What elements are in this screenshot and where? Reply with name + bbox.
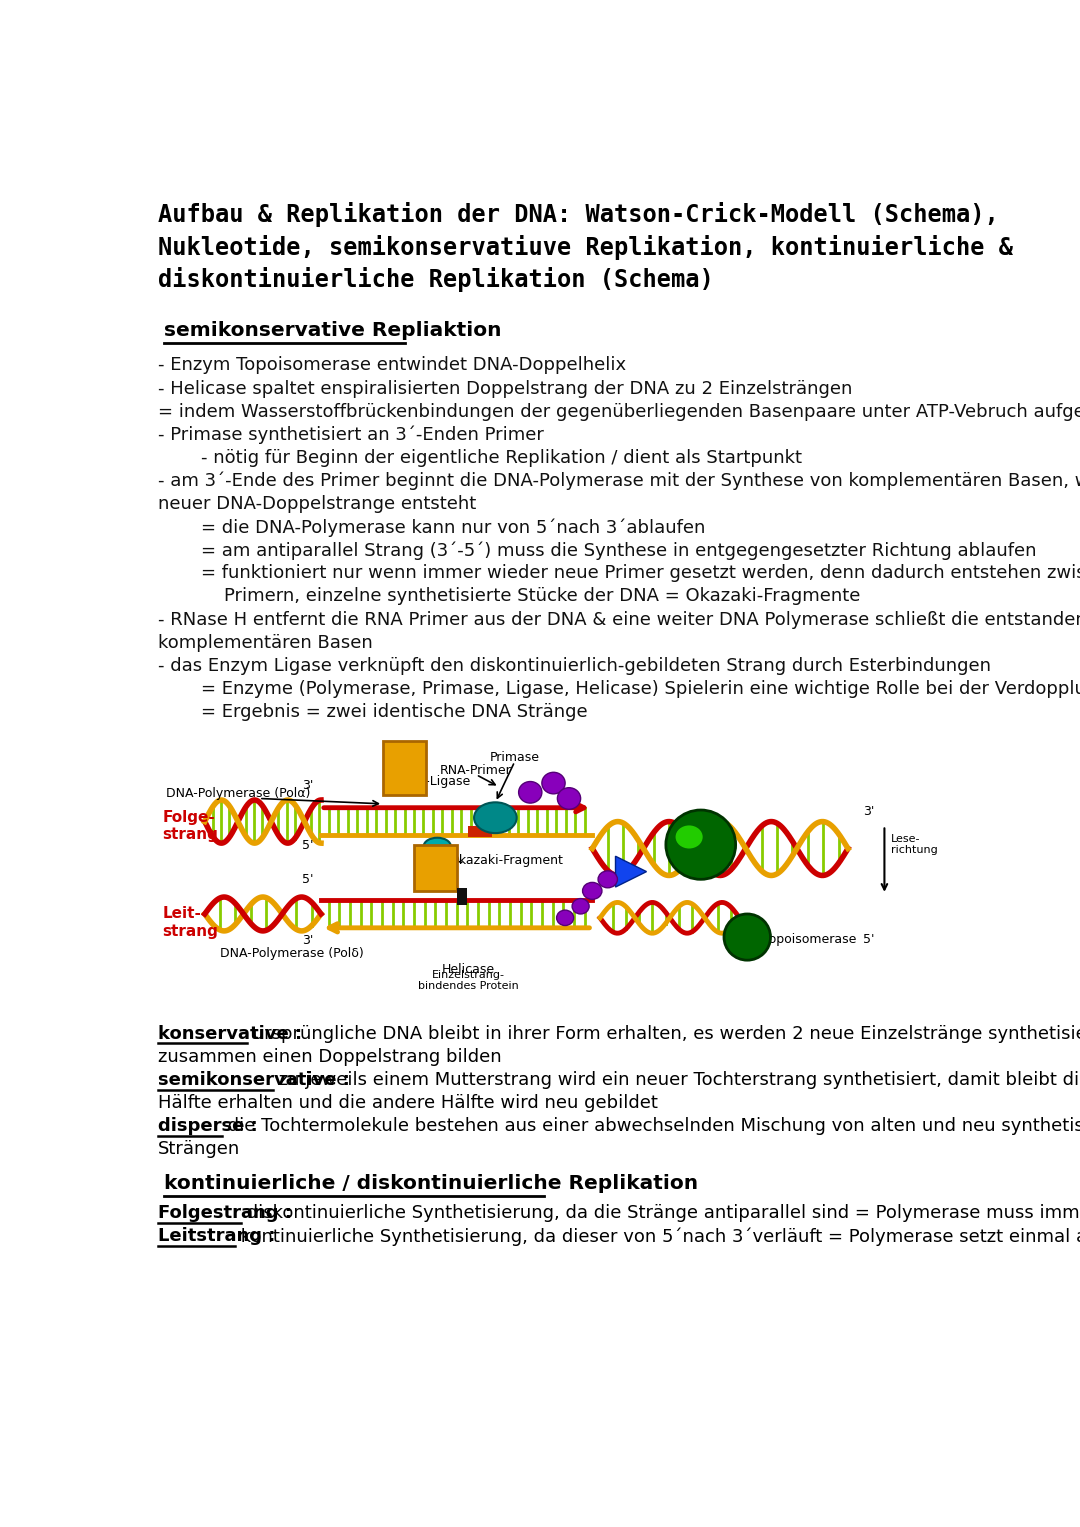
Text: 3': 3' (302, 779, 313, 793)
Text: disperse :: disperse : (159, 1118, 258, 1135)
Text: RNA-Primer: RNA-Primer (441, 764, 512, 777)
Ellipse shape (518, 782, 542, 803)
Text: DNA-Polymerase (Polδ): DNA-Polymerase (Polδ) (220, 947, 364, 960)
Text: die Tochtermolekule bestehen aus einer abwechselnden Mischung von alten und neu : die Tochtermolekule bestehen aus einer a… (221, 1118, 1080, 1135)
Text: - Enzym Topoisomerase entwindet DNA-Doppelhelix: - Enzym Topoisomerase entwindet DNA-Dopp… (159, 356, 626, 374)
Text: diskontinuierliche Replikation (Schema): diskontinuierliche Replikation (Schema) (159, 267, 714, 292)
Text: = indem Wasserstoffbrückenbindungen der gegenüberliegenden Basenpaare unter ATP-: = indem Wasserstoffbrückenbindungen der … (159, 403, 1080, 421)
Text: semikonservative Repliaktion: semikonservative Repliaktion (164, 321, 502, 341)
Text: = funktioniert nur wenn immer wieder neue Primer gesetzt werden, denn dadurch en: = funktioniert nur wenn immer wieder neu… (201, 565, 1080, 582)
Text: Nukleotide, semikonservatiuve Replikation, kontinuierliche &: Nukleotide, semikonservatiuve Replikatio… (159, 235, 1013, 260)
Ellipse shape (557, 788, 581, 809)
Ellipse shape (474, 802, 516, 834)
Ellipse shape (598, 870, 618, 887)
Ellipse shape (423, 838, 450, 855)
Text: semikonservative :: semikonservative : (159, 1070, 350, 1089)
Text: 5': 5' (864, 933, 875, 947)
Text: 3': 3' (864, 805, 875, 818)
Text: zu jeweils einem Mutterstrang wird ein neuer Tochterstrang synthetisiert, damit : zu jeweils einem Mutterstrang wird ein n… (272, 1070, 1080, 1089)
Text: 5': 5' (301, 840, 313, 852)
Ellipse shape (676, 826, 703, 849)
Text: Strängen: Strängen (159, 1141, 241, 1159)
Text: Primern, einzelne synthetisierte Stücke der DNA = Okazaki-Fragmente: Primern, einzelne synthetisierte Stücke … (201, 588, 861, 606)
Text: Leitstrang :: Leitstrang : (159, 1228, 275, 1246)
Text: Lese-
richtung: Lese- richtung (891, 834, 937, 855)
Text: Aufbau & Replikation der DNA: Watson-Crick-Modell (Schema),: Aufbau & Replikation der DNA: Watson-Cri… (159, 203, 999, 228)
Ellipse shape (666, 809, 735, 880)
Text: komplementären Basen: komplementären Basen (159, 634, 373, 652)
Text: Helicase: Helicase (442, 962, 495, 976)
Text: = die DNA-Polymerase kann nur von 5´nach 3´ablaufen: = die DNA-Polymerase kann nur von 5´nach… (201, 518, 705, 536)
Text: = Ergebnis = zwei identische DNA Stränge: = Ergebnis = zwei identische DNA Stränge (201, 702, 588, 721)
Text: Folgestrang :: Folgestrang : (159, 1205, 292, 1222)
Text: - RNase H entfernt die RNA Primer aus der DNA & eine weiter DNA Polymerase schli: - RNase H entfernt die RNA Primer aus de… (159, 611, 1080, 629)
Text: Leit-
strang: Leit- strang (162, 906, 218, 939)
Text: 3': 3' (302, 935, 313, 947)
Text: Topoisomerase: Topoisomerase (762, 933, 856, 947)
Ellipse shape (572, 898, 590, 915)
Text: 5': 5' (301, 873, 313, 886)
Text: neuer DNA-Doppelstrange entsteht: neuer DNA-Doppelstrange entsteht (159, 495, 476, 513)
Ellipse shape (724, 915, 770, 960)
Ellipse shape (582, 883, 602, 899)
Text: - Helicase spaltet enspiralisierten Doppelstrang der DNA zu 2 Einzelsträngen: - Helicase spaltet enspiralisierten Dopp… (159, 380, 852, 397)
Text: kontinuierliche Synthetisierung, da dieser von 5´nach 3´verläuft = Polymerase se: kontinuierliche Synthetisierung, da dies… (234, 1228, 1080, 1246)
Bar (469, 826, 491, 837)
Text: Folge-
strang: Folge- strang (162, 809, 218, 843)
Ellipse shape (556, 910, 573, 925)
Text: zusammen einen Doppelstrang bilden: zusammen einen Doppelstrang bilden (159, 1048, 502, 1066)
Bar (414, 844, 457, 890)
Text: = Enzyme (Polymerase, Primase, Ligase, Helicase) Spielerin eine wichtige Rolle b: = Enzyme (Polymerase, Primase, Ligase, H… (201, 680, 1080, 698)
Text: = am antiparallel Strang (3´-5´) muss die Synthese in entgegengesetzter Richtung: = am antiparallel Strang (3´-5´) muss di… (201, 541, 1037, 560)
Text: konservative :: konservative : (159, 1025, 302, 1043)
Text: - Primase synthetisiert an 3´-Enden Primer: - Primase synthetisiert an 3´-Enden Prim… (159, 426, 544, 444)
Ellipse shape (542, 773, 565, 794)
Text: Okazaki-Fragment: Okazaki-Fragment (449, 854, 563, 867)
Text: kontinuierliche / diskontinuierliche Replikation: kontinuierliche / diskontinuierliche Rep… (164, 1174, 699, 1193)
Text: ursprüngliche DNA bleibt in ihrer Form erhalten, es werden 2 neue Einzelstränge : ursprüngliche DNA bleibt in ihrer Form e… (247, 1025, 1080, 1043)
Text: DNA-Polymerase (Polα): DNA-Polymerase (Polα) (166, 786, 310, 800)
Text: diskontinuierliche Synthetisierung, da die Stränge antiparallel sind = Polymeras: diskontinuierliche Synthetisierung, da d… (241, 1205, 1080, 1222)
Text: - nötig für Beginn der eigentliche Replikation / dient als Startpunkt: - nötig für Beginn der eigentliche Repli… (201, 449, 801, 467)
Text: Primase: Primase (489, 751, 540, 764)
Bar (457, 887, 468, 904)
Text: Einzelstrang-
bindendes Protein: Einzelstrang- bindendes Protein (418, 970, 518, 991)
Text: DNA-Ligase: DNA-Ligase (399, 776, 471, 788)
Polygon shape (616, 857, 647, 887)
Text: Hälfte erhalten und die andere Hälfte wird neu gebildet: Hälfte erhalten und die andere Hälfte wi… (159, 1095, 658, 1112)
Text: - am 3´-Ende des Primer beginnt die DNA-Polymerase mit der Synthese von kompleme: - am 3´-Ende des Primer beginnt die DNA-… (159, 472, 1080, 490)
Bar (383, 741, 426, 794)
Text: - das Enzym Ligase verknüpft den diskontinuierlich-gebildeten Strang durch Ester: - das Enzym Ligase verknüpft den diskont… (159, 657, 991, 675)
